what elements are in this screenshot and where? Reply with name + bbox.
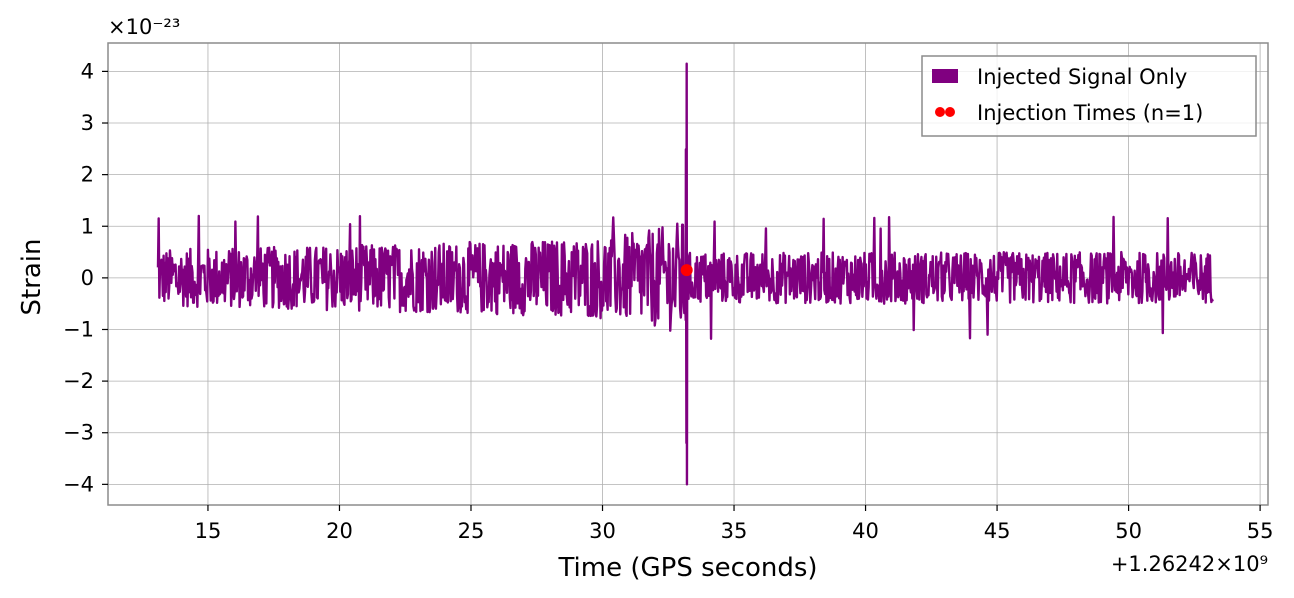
legend-marker-injection-b <box>945 107 955 117</box>
plot-frame <box>107 42 1269 506</box>
injection-point <box>680 264 693 277</box>
y-tick-label: 1 <box>81 214 94 238</box>
x-tick-label: 50 <box>1115 519 1142 543</box>
x-tick-label: 35 <box>721 519 748 543</box>
x-tick-label: 20 <box>326 519 353 543</box>
x-axis-label: Time (GPS seconds) <box>557 553 817 583</box>
y-tick-label: 2 <box>81 163 94 187</box>
x-offset-label: +1.26242×10⁹ <box>1111 552 1268 576</box>
legend-swatch-signal <box>932 69 958 83</box>
signal-series <box>156 62 1214 486</box>
legend: Injected Signal Only Injection Times (n=… <box>921 55 1257 137</box>
x-tick-label: 30 <box>589 519 616 543</box>
y-tick-label: 3 <box>81 111 94 135</box>
x-tick-label: 40 <box>852 519 879 543</box>
legend-marker-injection-a <box>935 107 945 117</box>
y-axis-label: Strain <box>17 238 47 315</box>
injection-points <box>680 264 693 277</box>
x-tick-label: 45 <box>984 519 1011 543</box>
y-tick-label: −3 <box>63 421 94 445</box>
legend-label-injection: Injection Times (n=1) <box>977 101 1203 125</box>
legend-label-signal: Injected Signal Only <box>977 65 1187 89</box>
x-ticks: 15 20 25 30 35 40 45 50 55 <box>195 505 1274 543</box>
y-scale-label: ×10⁻²³ <box>108 15 180 39</box>
y-tick-label: 0 <box>81 266 94 290</box>
legend-box <box>921 55 1257 137</box>
y-tick-label: −2 <box>63 369 94 393</box>
y-tick-label: −1 <box>63 317 94 341</box>
signal-line <box>156 62 1214 486</box>
y-ticks: −4 −3 −2 −1 0 1 2 3 4 <box>63 59 108 496</box>
x-tick-label: 55 <box>1247 519 1274 543</box>
y-tick-label: −4 <box>63 472 94 496</box>
y-tick-label: 4 <box>81 59 94 83</box>
x-tick-label: 25 <box>458 519 485 543</box>
x-tick-label: 15 <box>195 519 222 543</box>
